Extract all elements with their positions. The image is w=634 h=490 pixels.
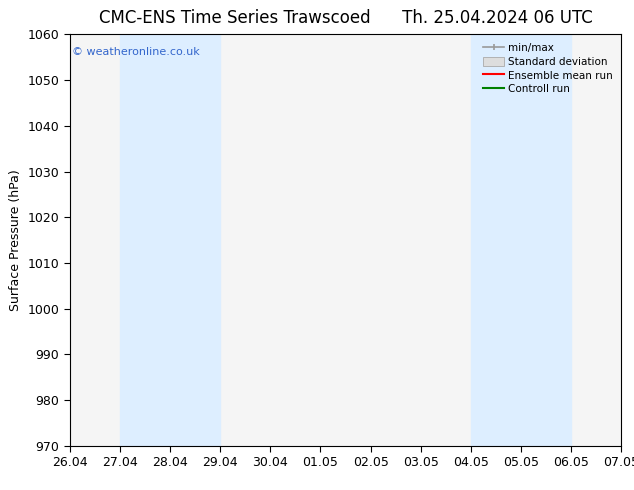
Bar (120, 34, 170, 446)
Bar (170, 34, 220, 446)
Legend: min/max, Standard deviation, Ensemble mean run, Controll run: min/max, Standard deviation, Ensemble me… (480, 40, 616, 98)
Text: © weatheronline.co.uk: © weatheronline.co.uk (72, 47, 200, 57)
Title: CMC-ENS Time Series Trawscoed      Th. 25.04.2024 06 UTC: CMC-ENS Time Series Trawscoed Th. 25.04.… (99, 9, 592, 27)
Y-axis label: Surface Pressure (hPa): Surface Pressure (hPa) (9, 169, 22, 311)
Bar (521, 34, 571, 446)
Bar (471, 34, 521, 446)
